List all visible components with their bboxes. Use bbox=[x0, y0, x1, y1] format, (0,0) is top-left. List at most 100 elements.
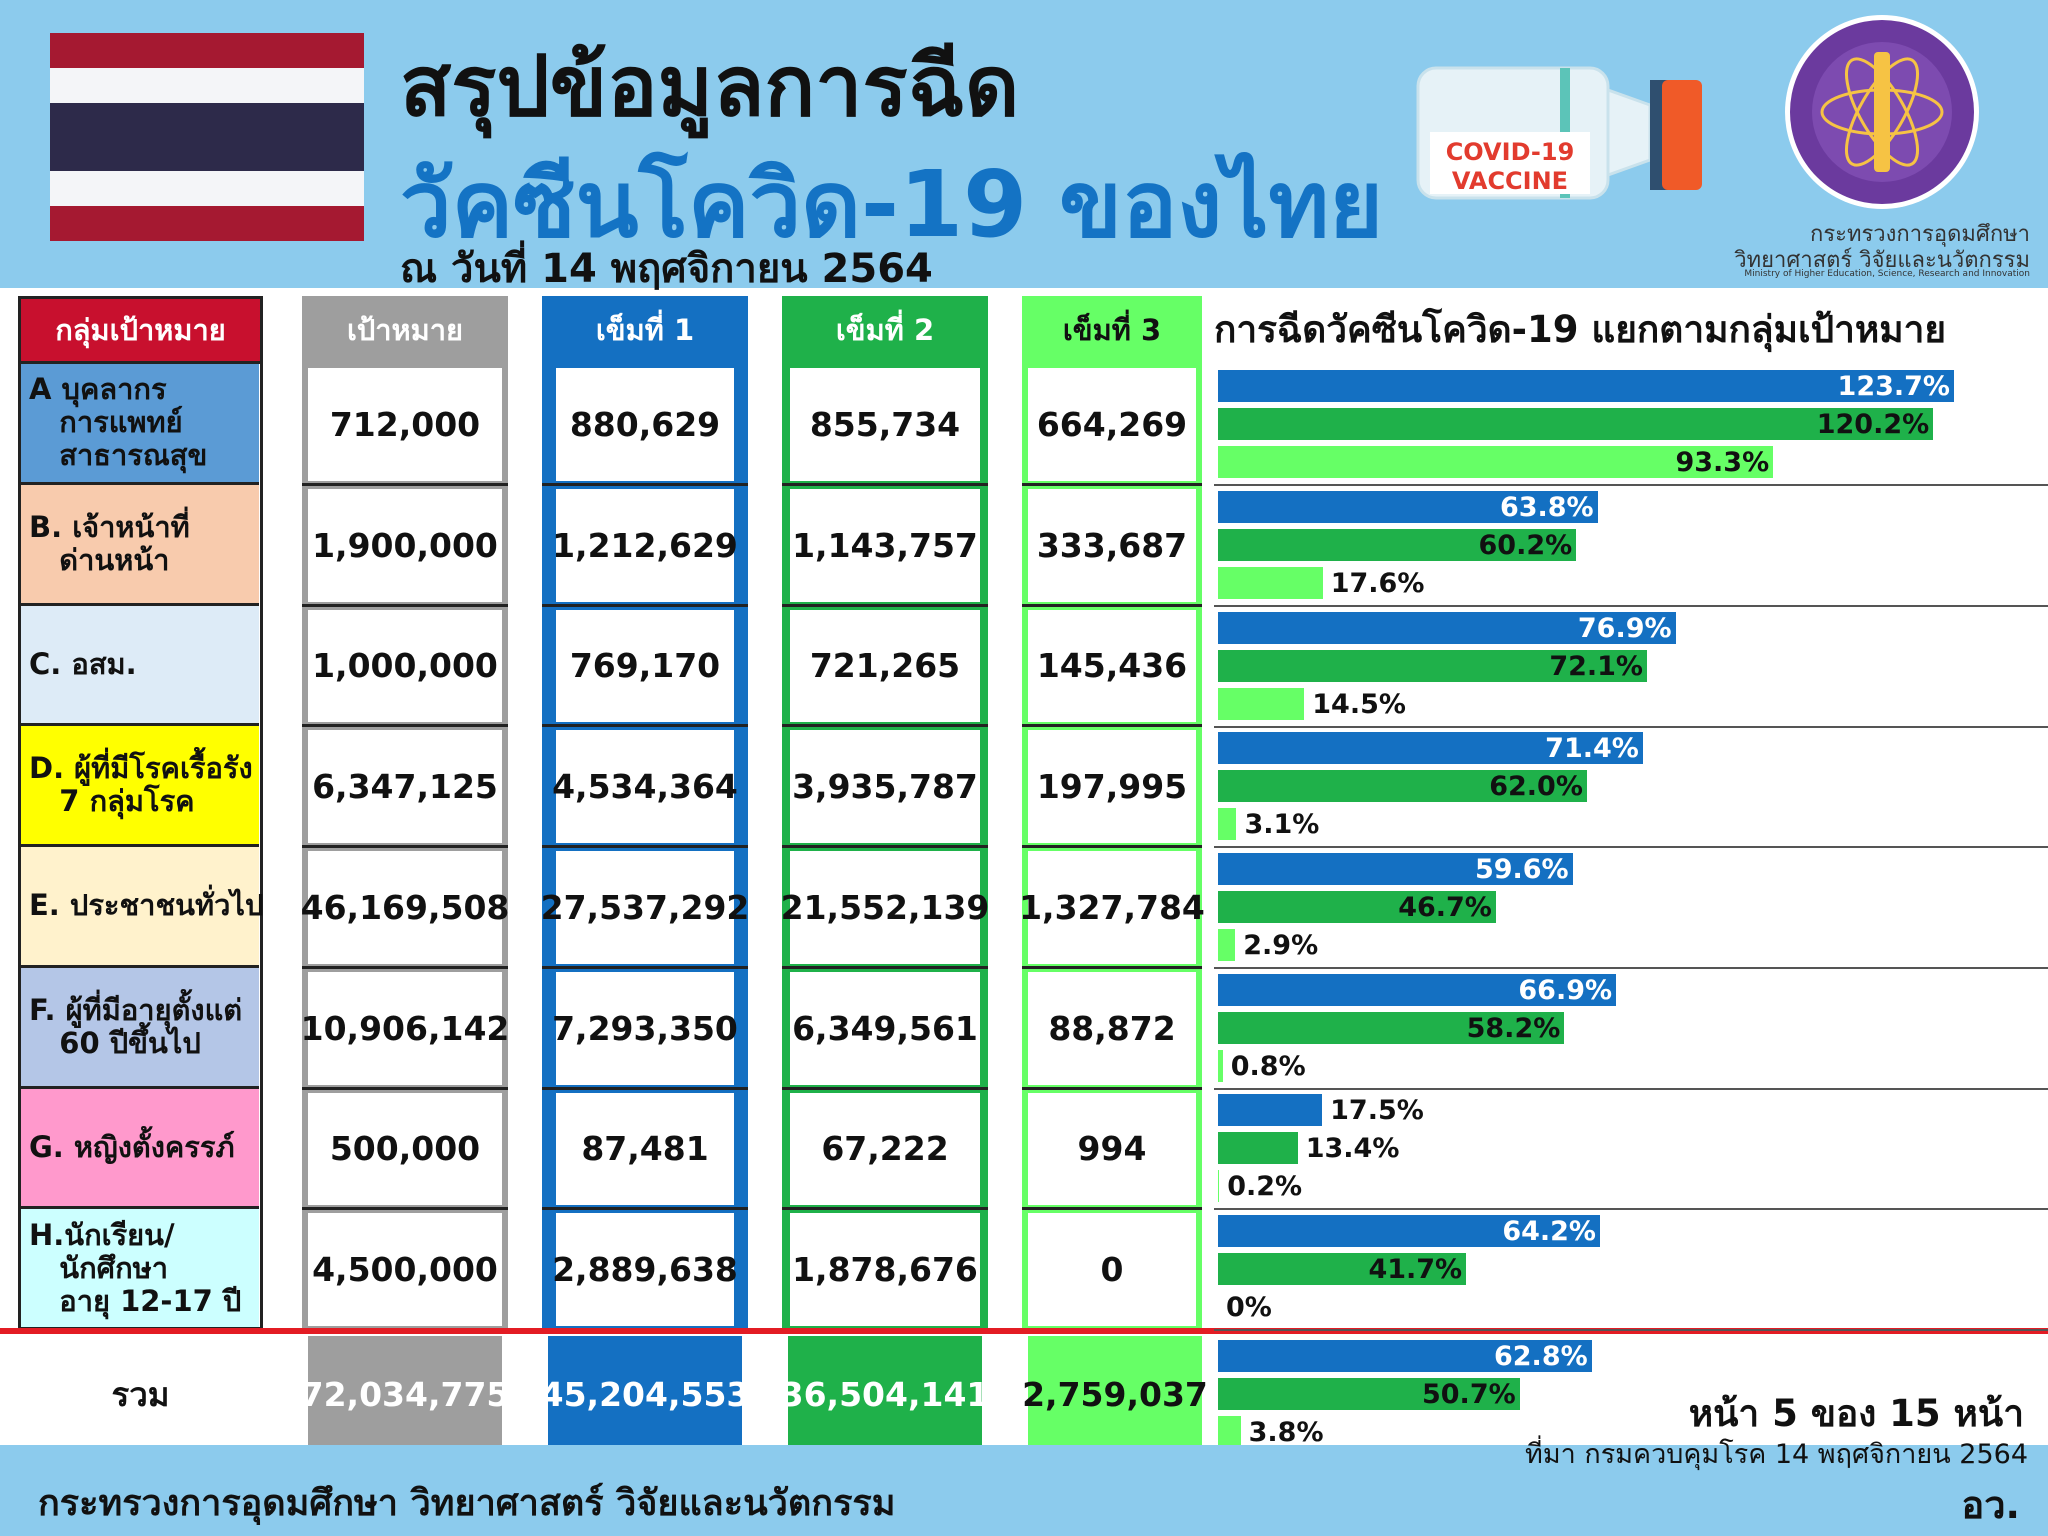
table-cell-dose2: 67,222 bbox=[790, 1092, 980, 1206]
footer-ministry: กระทรวงการอุดมศึกษา วิทยาศาสตร์ วิจัยและ… bbox=[38, 1483, 896, 1524]
chart-group-separator bbox=[1214, 846, 2048, 848]
table-cell-target: 500,000 bbox=[308, 1092, 502, 1206]
bar-E.-dose3 bbox=[1218, 929, 1236, 961]
bar-E.-dose2 bbox=[1218, 891, 1496, 923]
total-dose2: 36,504,141 bbox=[781, 1336, 989, 1452]
table-cell-dose1: 1,212,629 bbox=[552, 488, 738, 602]
table-cell-dose3: 664,269 bbox=[1028, 368, 1196, 481]
bar-value-label: 14.5% bbox=[1312, 689, 1406, 720]
bar-value-label: 17.5% bbox=[1330, 1095, 1424, 1126]
bar-value-label: 2.9% bbox=[1243, 930, 1319, 961]
group-label: G. หญิงตั้งครรภ์ bbox=[21, 1088, 259, 1210]
total-label: รวม bbox=[111, 1374, 170, 1414]
ministry-name-en: Ministry of Higher Education, Science, R… bbox=[1744, 269, 2030, 279]
row-separator bbox=[782, 482, 988, 486]
table-cell-target: 1,000,000 bbox=[308, 609, 502, 723]
chart-group-separator bbox=[1214, 1208, 2048, 1210]
table-cell-dose3: 994 bbox=[1028, 1092, 1196, 1206]
bar-value-label: 71.4% bbox=[1545, 733, 1639, 764]
ministry-name-th2: วิทยาศาสตร์ วิจัยและนวัตกรรม bbox=[1734, 248, 2030, 273]
chart-title: การฉีดวัคซีนโควิด-19 แยกตามกลุ่มเป้าหมาย bbox=[1214, 308, 1947, 351]
chart-group-separator bbox=[1214, 1088, 2048, 1090]
group-label: D. ผู้ที่มีโรคเรื้อรัง 7 กลุ่มโรค bbox=[21, 726, 259, 847]
row-separator bbox=[782, 724, 988, 728]
page-title-line1: สรุปข้อมูลการฉีด bbox=[400, 37, 1020, 135]
bar-C.-dose1 bbox=[1218, 612, 1676, 644]
bar-C.-dose2 bbox=[1218, 650, 1647, 682]
row-separator bbox=[542, 845, 748, 848]
vaccine-label-line1: COVID-19 bbox=[1445, 138, 1575, 166]
row-separator bbox=[302, 845, 508, 848]
bar-F.-dose1 bbox=[1218, 974, 1617, 1006]
bar-D.-dose1 bbox=[1218, 732, 1643, 764]
bar-value-label: 46.7% bbox=[1398, 892, 1492, 923]
table-cell-dose1: 4,534,364 bbox=[552, 730, 738, 843]
table-cell-dose1: 27,537,292 bbox=[541, 851, 749, 964]
row-separator bbox=[542, 965, 748, 969]
bar-value-label: 62.8% bbox=[1493, 1341, 1588, 1372]
bar-value-label: 41.7% bbox=[1368, 1254, 1463, 1285]
row-separator bbox=[1022, 603, 1202, 607]
bar-D.-dose2 bbox=[1218, 770, 1587, 802]
bar-รวม-dose3 bbox=[1218, 1416, 1241, 1448]
table-cell-dose3: 1,327,784 bbox=[1019, 851, 1205, 964]
vaccine-label-line2: VACCINE bbox=[1451, 167, 1569, 195]
group-label: C. อสม. bbox=[21, 605, 259, 727]
bar-value-label: 72.1% bbox=[1549, 651, 1643, 682]
bar-G.-dose2 bbox=[1218, 1132, 1298, 1164]
row-separator bbox=[302, 603, 508, 607]
target-column-header: เป้าหมาย bbox=[302, 296, 508, 364]
bar-value-label: 120.2% bbox=[1816, 409, 1930, 440]
bar-F.-dose2 bbox=[1218, 1012, 1565, 1044]
table-cell-dose2: 3,935,787 bbox=[790, 730, 980, 843]
bar-value-label: 60.2% bbox=[1478, 530, 1573, 561]
table-cell-dose1: 880,629 bbox=[556, 368, 734, 481]
bar-value-label: 17.6% bbox=[1330, 568, 1425, 599]
row-separator bbox=[1022, 965, 1202, 969]
total-target: 72,034,775 bbox=[301, 1336, 509, 1452]
row-separator bbox=[782, 603, 988, 607]
bar-G.-dose1 bbox=[1218, 1094, 1323, 1126]
chart-group-separator bbox=[1214, 605, 2048, 607]
group-label: B. เจ้าหน้าที่ ด่านหน้า bbox=[21, 484, 259, 606]
table-cell-target: 10,906,142 bbox=[301, 971, 509, 1085]
table-cell-target: 712,000 bbox=[308, 368, 502, 481]
row-separator bbox=[542, 603, 748, 607]
bar-E.-dose1 bbox=[1218, 853, 1573, 885]
ministry-seal-logo bbox=[1785, 15, 1979, 209]
row-separator bbox=[1022, 1086, 1202, 1090]
bar-value-label: 64.2% bbox=[1502, 1216, 1596, 1247]
thai-flag bbox=[50, 33, 364, 241]
chart-group-separator bbox=[1214, 484, 2048, 486]
dose1-column-header: เข็มที่ 1 bbox=[542, 296, 748, 364]
bar-F.-dose3 bbox=[1218, 1050, 1223, 1082]
page-info: หน้า 5 ของ 15 หน้า bbox=[1688, 1392, 2024, 1435]
bar-รวม-dose2 bbox=[1218, 1378, 1520, 1410]
bar-รวม-dose1 bbox=[1218, 1340, 1592, 1372]
vaccine-bottle-icon bbox=[1416, 66, 1702, 200]
table-cell-dose2: 6,349,561 bbox=[790, 971, 980, 1085]
bar-B.-dose1 bbox=[1218, 491, 1598, 523]
table-cell-dose3: 0 bbox=[1028, 1213, 1196, 1326]
table-cell-target: 6,347,125 bbox=[308, 730, 502, 843]
group-label: H.นักเรียน/ นักศึกษา อายุ 12-17 ปี bbox=[21, 1209, 259, 1330]
row-separator bbox=[782, 1207, 988, 1211]
bar-B.-dose3 bbox=[1218, 567, 1323, 599]
table-cell-dose3: 145,436 bbox=[1028, 609, 1196, 723]
row-separator bbox=[542, 482, 748, 486]
bar-value-label: 50.7% bbox=[1421, 1379, 1516, 1410]
bar-value-label: 3.1% bbox=[1244, 809, 1320, 840]
row-separator bbox=[1022, 845, 1202, 848]
row-separator bbox=[302, 482, 508, 486]
total-dose1: 45,204,553 bbox=[541, 1336, 749, 1452]
data-source: ที่มา กรมควบคุมโรค 14 พฤศจิกายน 2564 bbox=[1525, 1439, 2028, 1470]
table-cell-dose3: 333,687 bbox=[1028, 488, 1196, 602]
bar-C.-dose3 bbox=[1218, 688, 1305, 720]
bar-value-label: 63.8% bbox=[1499, 492, 1594, 523]
row-separator bbox=[782, 965, 988, 969]
chart-group-separator bbox=[1214, 967, 2048, 969]
bar-value-label: 62.0% bbox=[1489, 771, 1583, 802]
bar-G.-dose3 bbox=[1218, 1170, 1220, 1202]
table-cell-dose1: 87,481 bbox=[556, 1092, 734, 1206]
table-cell-target: 4,500,000 bbox=[308, 1213, 502, 1326]
